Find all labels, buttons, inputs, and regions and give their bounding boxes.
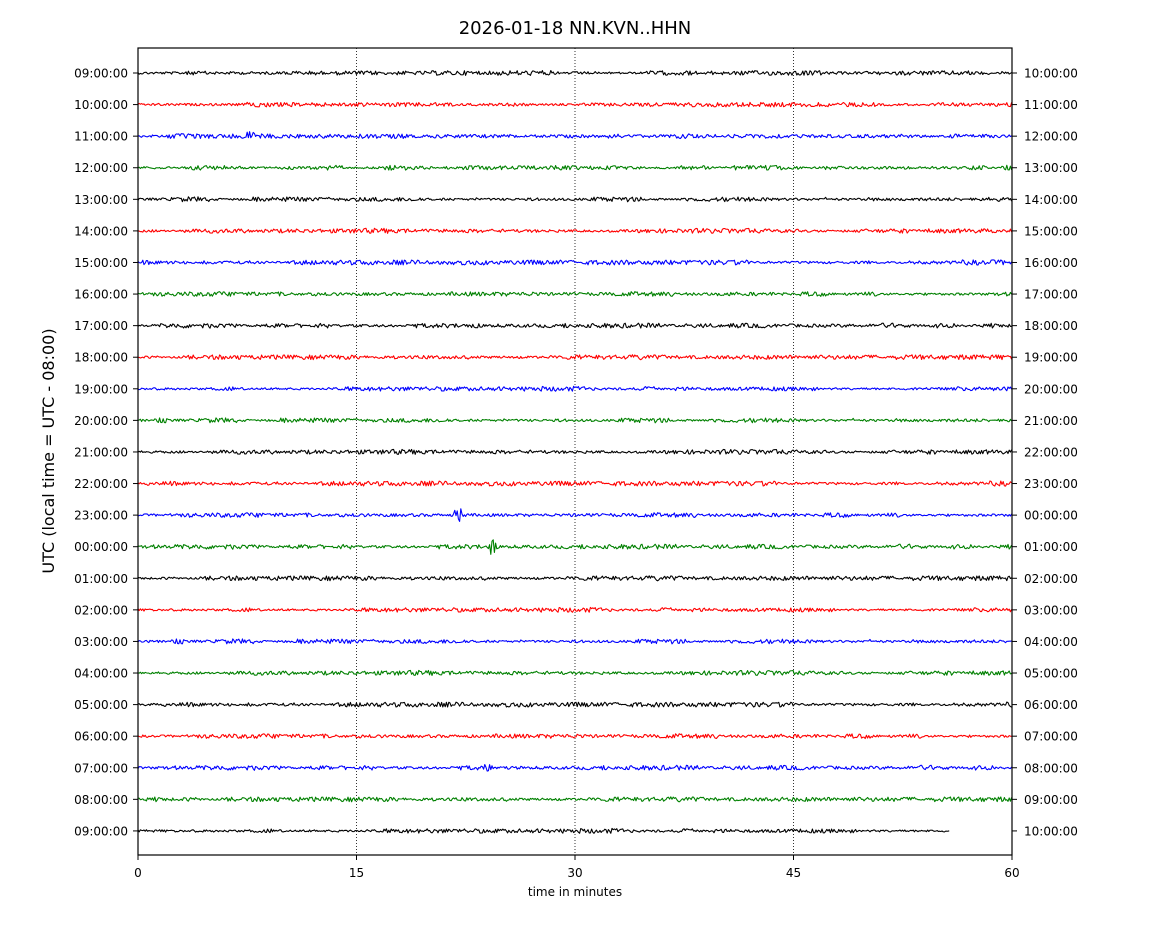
y-label-right-1: 11:00:00 bbox=[1024, 98, 1078, 112]
y-label-right-3: 13:00:00 bbox=[1024, 161, 1078, 175]
y-label-left-12: 21:00:00 bbox=[74, 445, 128, 459]
y-label-left-21: 06:00:00 bbox=[74, 730, 128, 744]
y-label-left-23: 08:00:00 bbox=[74, 793, 128, 807]
y-label-right-12: 22:00:00 bbox=[1024, 445, 1078, 459]
y-label-left-22: 07:00:00 bbox=[74, 761, 128, 775]
y-label-left-8: 17:00:00 bbox=[74, 319, 128, 333]
y-label-right-6: 16:00:00 bbox=[1024, 256, 1078, 270]
y-label-right-24: 10:00:00 bbox=[1024, 824, 1078, 838]
y-label-left-7: 16:00:00 bbox=[74, 288, 128, 302]
trace-row-6 bbox=[137, 259, 1013, 266]
y-label-right-13: 23:00:00 bbox=[1024, 477, 1078, 491]
y-label-right-4: 14:00:00 bbox=[1024, 193, 1078, 207]
y-label-left-1: 10:00:00 bbox=[74, 98, 128, 112]
trace-rows bbox=[137, 69, 1013, 834]
x-tick-label-30: 30 bbox=[567, 866, 582, 880]
x-tick-label-45: 45 bbox=[786, 866, 801, 880]
x-axis-label: time in minutes bbox=[528, 885, 622, 899]
y-label-left-11: 20:00:00 bbox=[74, 414, 128, 428]
y-label-right-11: 21:00:00 bbox=[1024, 414, 1078, 428]
x-axis-ticks: 0 15 30 45 60 bbox=[134, 855, 1020, 880]
trace-row-23 bbox=[137, 796, 1013, 803]
trace-row-5 bbox=[137, 227, 1013, 234]
y-label-left-3: 12:00:00 bbox=[74, 161, 128, 175]
y-tick-labels-right: 10:00:00 11:00:00 12:00:00 13:00:00 14:00:00… bbox=[1012, 67, 1078, 838]
y-label-right-10: 20:00:00 bbox=[1024, 382, 1078, 396]
y-label-left-4: 13:00:00 bbox=[74, 193, 128, 207]
trace-row-3 bbox=[137, 164, 1013, 171]
trace-row-11 bbox=[137, 417, 1013, 424]
x-tick-label-60: 60 bbox=[1004, 866, 1019, 880]
trace-row-9 bbox=[137, 354, 1013, 361]
y-label-right-23: 09:00:00 bbox=[1024, 793, 1078, 807]
y-label-right-8: 18:00:00 bbox=[1024, 319, 1078, 333]
trace-row-7 bbox=[137, 291, 1013, 297]
trace-row-16 bbox=[137, 575, 1012, 582]
y-label-left-20: 05:00:00 bbox=[74, 698, 128, 712]
y-label-right-2: 12:00:00 bbox=[1024, 130, 1078, 144]
trace-row-2 bbox=[137, 131, 1012, 140]
y-label-left-19: 04:00:00 bbox=[74, 667, 128, 681]
y-label-right-7: 17:00:00 bbox=[1024, 288, 1078, 302]
trace-row-13 bbox=[137, 480, 1012, 487]
trace-row-20 bbox=[137, 701, 1012, 708]
y-label-left-2: 11:00:00 bbox=[74, 130, 128, 144]
y-label-right-9: 19:00:00 bbox=[1024, 351, 1078, 365]
trace-row-12 bbox=[137, 448, 1013, 455]
vertical-gridlines bbox=[356, 48, 794, 855]
y-label-left-13: 22:00:00 bbox=[74, 477, 128, 491]
y-label-right-20: 06:00:00 bbox=[1024, 698, 1078, 712]
y-label-right-14: 00:00:00 bbox=[1024, 509, 1078, 523]
y-axis-label: UTC (local time = UTC - 08:00) bbox=[39, 328, 58, 573]
y-label-left-6: 15:00:00 bbox=[74, 256, 128, 270]
trace-row-15 bbox=[137, 539, 1013, 555]
y-label-right-0: 10:00:00 bbox=[1024, 67, 1078, 81]
y-label-right-18: 04:00:00 bbox=[1024, 635, 1078, 649]
y-label-left-10: 19:00:00 bbox=[74, 382, 128, 396]
x-tick-label-0: 0 bbox=[134, 866, 142, 880]
y-label-right-5: 15:00:00 bbox=[1024, 224, 1078, 238]
y-label-left-5: 14:00:00 bbox=[74, 224, 128, 238]
y-label-left-0: 09:00:00 bbox=[74, 67, 128, 81]
y-label-right-19: 05:00:00 bbox=[1024, 667, 1078, 681]
trace-row-14 bbox=[137, 508, 1013, 522]
y-tick-labels-left: 09:00:00 10:00:00 11:00:00 12:00:00 13:00:00… bbox=[74, 67, 138, 838]
trace-row-4 bbox=[137, 196, 1013, 203]
y-label-left-14: 23:00:00 bbox=[74, 509, 128, 523]
trace-row-24 bbox=[137, 827, 950, 834]
y-label-right-22: 08:00:00 bbox=[1024, 761, 1078, 775]
trace-row-8 bbox=[137, 322, 1012, 329]
y-label-left-18: 03:00:00 bbox=[74, 635, 128, 649]
y-label-left-15: 00:00:00 bbox=[74, 540, 128, 554]
trace-row-18 bbox=[137, 638, 1012, 645]
y-label-left-17: 02:00:00 bbox=[74, 603, 128, 617]
trace-row-1 bbox=[137, 101, 1013, 108]
y-label-left-24: 09:00:00 bbox=[74, 824, 128, 838]
trace-row-10 bbox=[137, 385, 1013, 392]
trace-row-17 bbox=[137, 606, 1013, 613]
trace-row-21 bbox=[137, 733, 1012, 740]
trace-row-0 bbox=[137, 69, 1012, 76]
trace-row-19 bbox=[137, 669, 1012, 676]
x-tick-label-15: 15 bbox=[349, 866, 364, 880]
trace-row-22 bbox=[137, 764, 1013, 772]
y-label-left-9: 18:00:00 bbox=[74, 351, 128, 365]
y-label-left-16: 01:00:00 bbox=[74, 572, 128, 586]
y-label-right-15: 01:00:00 bbox=[1024, 540, 1078, 554]
y-label-right-16: 02:00:00 bbox=[1024, 572, 1078, 586]
y-label-right-17: 03:00:00 bbox=[1024, 603, 1078, 617]
y-label-right-21: 07:00:00 bbox=[1024, 730, 1078, 744]
chart-title: 2026-01-18 NN.KVN..HHN bbox=[459, 18, 692, 39]
